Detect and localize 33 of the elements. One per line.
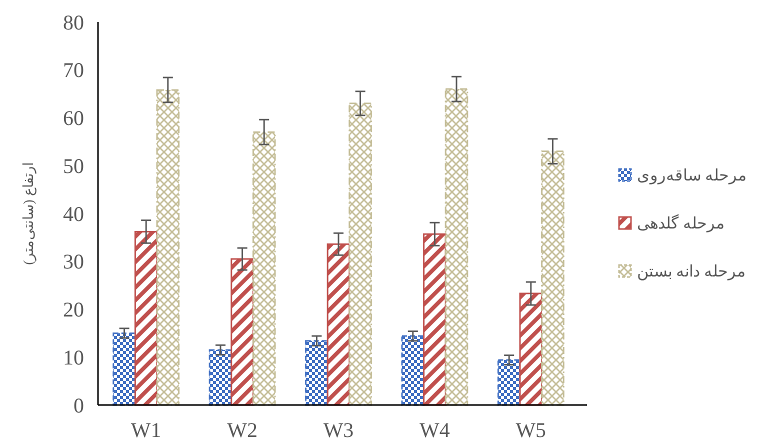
y-tick-label: 30 — [63, 250, 84, 274]
y-tick-label: 40 — [63, 202, 84, 226]
bar — [519, 292, 543, 406]
x-tick-label: W5 — [516, 418, 546, 442]
legend-label: مرحله گلدهی — [637, 214, 725, 233]
bar — [156, 89, 180, 406]
x-tick-label: W4 — [420, 418, 450, 442]
bar — [444, 88, 468, 406]
y-axis-title: ارتفاع (سانتی‌متر) — [22, 162, 37, 265]
bar — [112, 332, 136, 406]
bar — [252, 131, 276, 406]
x-tick-label: W3 — [323, 418, 354, 442]
x-tick-label: W1 — [130, 418, 162, 442]
y-tick-label: 10 — [63, 345, 84, 370]
bar — [423, 233, 446, 406]
y-tick-label: 20 — [63, 298, 84, 322]
bar — [208, 349, 232, 406]
y-tick-label: 0 — [74, 393, 84, 418]
y-tick-label: 50 — [63, 154, 84, 178]
bar — [348, 102, 372, 406]
bar — [541, 150, 564, 406]
bar — [326, 243, 350, 406]
y-tick-label: 70 — [63, 58, 84, 82]
bar — [497, 359, 521, 406]
bar — [134, 230, 158, 406]
y-tick-label: 80 — [63, 10, 84, 34]
bar — [401, 335, 425, 406]
y-tick-label: 60 — [63, 106, 84, 130]
bar — [305, 340, 328, 406]
bar — [230, 258, 254, 406]
legend-label: مرحله دانه بستن — [637, 264, 746, 281]
x-tick-label: W2 — [227, 418, 258, 442]
legend-label: مرحله ساقه‌روی — [637, 168, 747, 185]
